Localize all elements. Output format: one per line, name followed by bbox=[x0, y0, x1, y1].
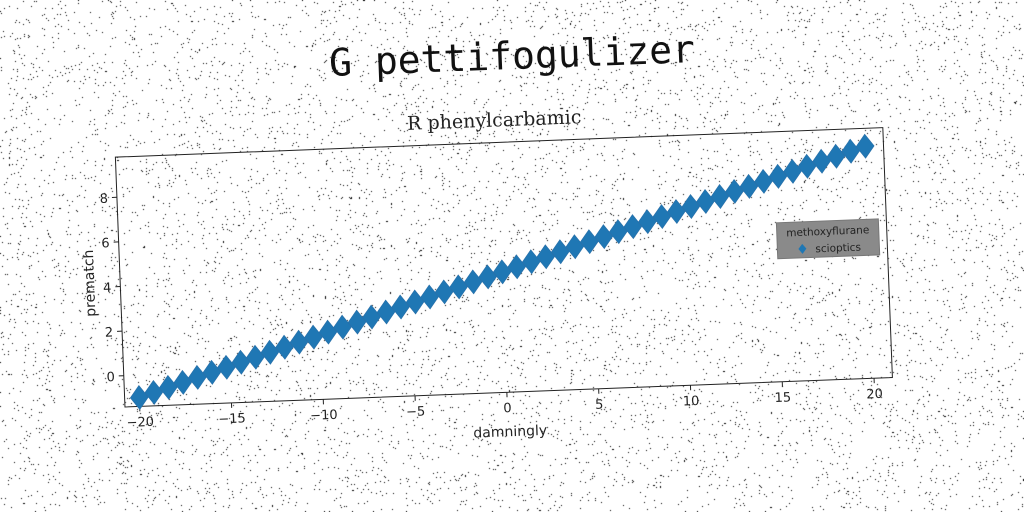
data-point bbox=[565, 234, 584, 259]
data-point bbox=[798, 154, 817, 179]
data-point bbox=[290, 330, 309, 355]
data-point bbox=[551, 239, 570, 264]
data-point bbox=[493, 260, 512, 285]
data-point bbox=[856, 134, 875, 159]
data-point bbox=[681, 194, 700, 219]
data-point bbox=[783, 159, 802, 184]
data-point bbox=[580, 229, 599, 254]
y-tick-label: 4 bbox=[103, 281, 112, 296]
chart-title: R phenylcarbamic bbox=[407, 106, 582, 135]
data-point bbox=[812, 149, 831, 174]
data-point bbox=[275, 335, 294, 360]
data-point bbox=[391, 295, 410, 320]
data-point bbox=[362, 305, 381, 330]
data-point bbox=[435, 280, 454, 305]
data-point bbox=[725, 179, 744, 204]
y-tick-label: 2 bbox=[105, 325, 114, 340]
x-tick-label: −5 bbox=[406, 404, 426, 420]
data-point bbox=[420, 285, 439, 310]
data-point bbox=[319, 320, 338, 345]
data-point bbox=[623, 214, 642, 239]
x-axis-label: damningly bbox=[473, 423, 547, 442]
x-tick-label: 20 bbox=[866, 387, 883, 403]
data-point bbox=[478, 265, 497, 290]
legend-entry-scioptics: scioptics bbox=[815, 242, 861, 256]
x-tick-label: 10 bbox=[683, 394, 700, 410]
data-point bbox=[841, 139, 860, 164]
data-point bbox=[536, 244, 555, 269]
data-point bbox=[754, 169, 773, 194]
y-tick-label: 8 bbox=[99, 192, 108, 207]
x-tick-label: 15 bbox=[774, 390, 791, 406]
data-point bbox=[144, 380, 163, 405]
x-tick-label: −15 bbox=[218, 411, 246, 427]
data-point bbox=[696, 189, 715, 214]
data-point bbox=[449, 275, 468, 300]
x-tick-label: 5 bbox=[595, 398, 604, 413]
data-point bbox=[173, 370, 192, 395]
y-axis-label: prematch bbox=[81, 249, 100, 317]
data-point bbox=[246, 345, 265, 370]
x-axis: −20 −15 −10 −5 0 5 10 15 20 bbox=[126, 378, 883, 431]
y-tick-label: 6 bbox=[101, 236, 110, 251]
x-tick-label: 0 bbox=[503, 401, 512, 416]
data-point bbox=[740, 174, 759, 199]
data-point bbox=[333, 315, 352, 340]
data-point bbox=[348, 310, 367, 335]
data-point bbox=[406, 290, 425, 315]
data-point bbox=[594, 224, 613, 249]
data-point bbox=[261, 340, 280, 365]
data-point bbox=[304, 325, 323, 350]
data-point bbox=[638, 209, 657, 234]
data-point bbox=[507, 254, 526, 279]
data-point bbox=[827, 144, 846, 169]
y-tick-label: 0 bbox=[106, 370, 115, 385]
data-point bbox=[522, 249, 541, 274]
data-point bbox=[377, 300, 396, 325]
data-point bbox=[769, 164, 788, 189]
x-tick-label: −20 bbox=[126, 415, 154, 431]
data-point bbox=[188, 365, 207, 390]
data-point bbox=[667, 199, 686, 224]
data-point bbox=[711, 184, 730, 209]
data-point bbox=[217, 355, 236, 380]
data-point bbox=[202, 360, 221, 385]
x-tick-label: −10 bbox=[310, 408, 338, 424]
data-point bbox=[609, 219, 628, 244]
legend: methoxyflurane scioptics bbox=[776, 219, 879, 259]
data-point bbox=[652, 204, 671, 229]
data-point bbox=[231, 350, 250, 375]
data-point bbox=[464, 270, 483, 295]
data-point bbox=[159, 375, 178, 400]
series-scioptics bbox=[121, 134, 883, 410]
